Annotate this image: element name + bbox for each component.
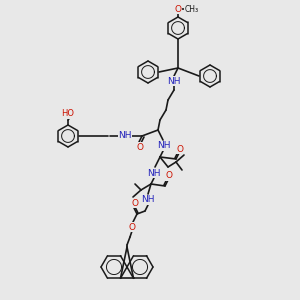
Text: O: O bbox=[175, 4, 182, 14]
Text: HO: HO bbox=[61, 110, 74, 118]
Text: NH: NH bbox=[141, 196, 155, 205]
Text: O: O bbox=[176, 145, 184, 154]
Text: NH: NH bbox=[167, 76, 181, 85]
Text: O: O bbox=[136, 142, 143, 152]
Text: CH₃: CH₃ bbox=[185, 4, 199, 14]
Text: O: O bbox=[166, 172, 172, 181]
Text: O: O bbox=[128, 223, 136, 232]
Text: NH: NH bbox=[118, 131, 132, 140]
Text: O: O bbox=[131, 199, 139, 208]
Text: NH: NH bbox=[157, 142, 171, 151]
Text: NH: NH bbox=[147, 169, 161, 178]
